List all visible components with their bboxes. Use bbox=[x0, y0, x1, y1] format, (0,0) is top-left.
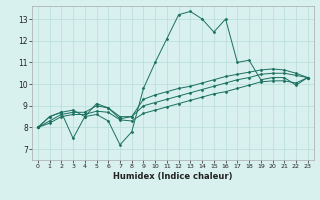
X-axis label: Humidex (Indice chaleur): Humidex (Indice chaleur) bbox=[113, 172, 233, 181]
